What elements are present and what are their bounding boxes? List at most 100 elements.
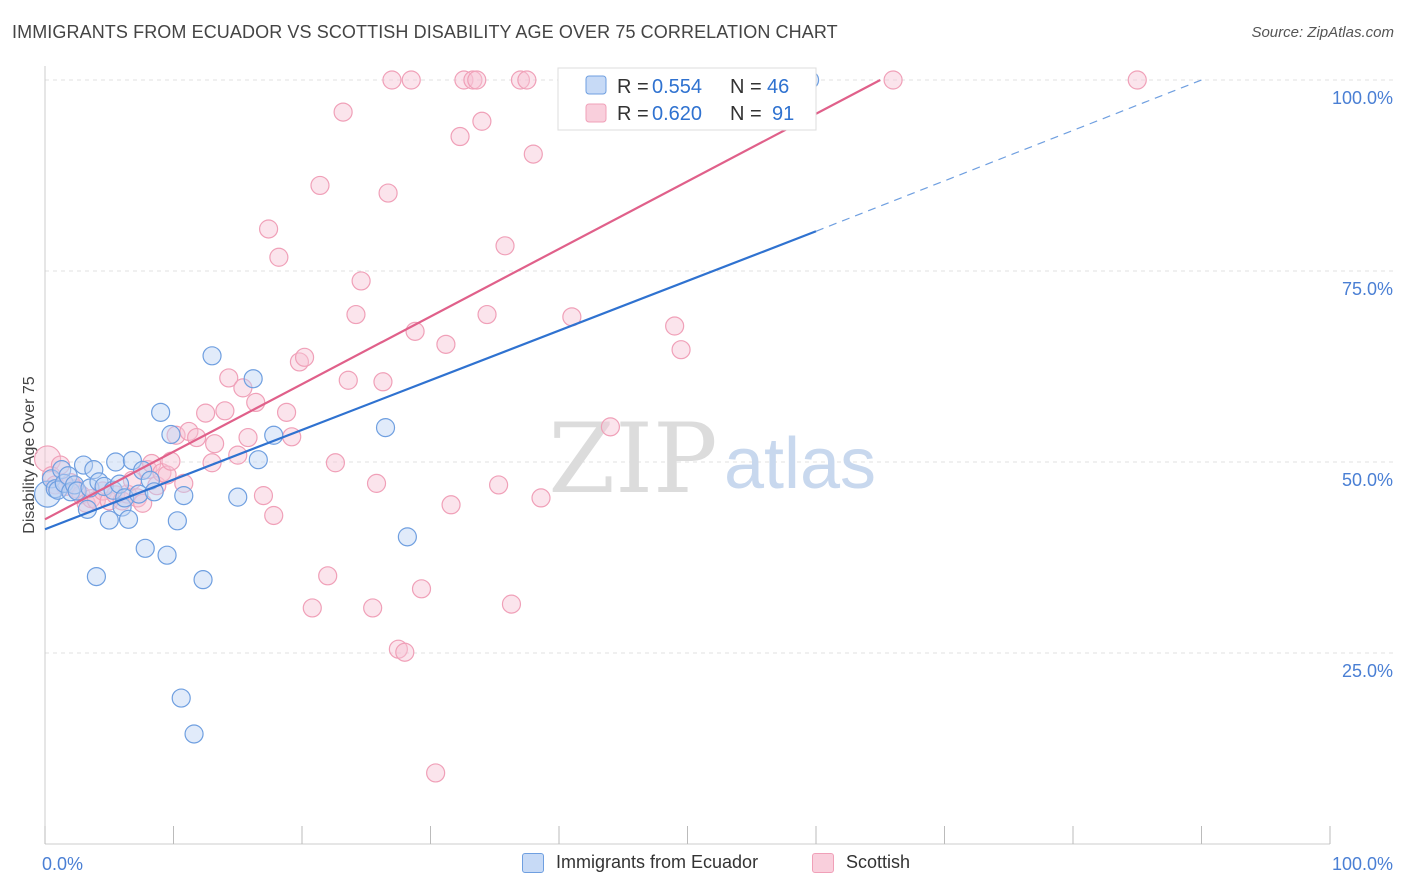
ecuador-point bbox=[118, 509, 139, 529]
ecuador-point bbox=[167, 511, 187, 531]
y-tick-label: 50.0% bbox=[1342, 470, 1393, 490]
grid-lines bbox=[45, 79, 1395, 654]
scottish-point bbox=[665, 316, 685, 336]
scottish-point bbox=[401, 70, 421, 90]
trend-line-ecuador-extension bbox=[815, 79, 1202, 232]
ecuador-point bbox=[193, 570, 213, 590]
scottish-point bbox=[253, 486, 274, 506]
ecuador-point bbox=[174, 486, 194, 506]
scottish-point bbox=[472, 111, 492, 131]
scottish-point bbox=[495, 236, 515, 256]
scottish-point bbox=[205, 434, 225, 454]
ecuador-point bbox=[248, 450, 268, 470]
y-tick-label: 25.0% bbox=[1342, 661, 1393, 681]
ecuador-point bbox=[228, 487, 248, 507]
ecuador-point bbox=[397, 527, 417, 547]
scottish-point bbox=[523, 144, 543, 164]
scottish-point bbox=[351, 271, 371, 291]
x-tick-label-min: 0.0% bbox=[42, 854, 83, 874]
watermark-zip: ZIP bbox=[548, 403, 717, 515]
scottish-point bbox=[161, 451, 181, 471]
ecuador-point bbox=[202, 346, 222, 366]
legend-item-ecuador: Immigrants from Ecuador bbox=[522, 852, 758, 873]
scottish-point bbox=[258, 219, 279, 239]
ecuador-point bbox=[375, 418, 396, 438]
scottish-point bbox=[325, 453, 346, 473]
ecuador-point bbox=[184, 724, 204, 744]
legend-n-value-blue: 46 bbox=[767, 76, 789, 98]
legend-n-label-blue: N = bbox=[730, 76, 762, 98]
scottish-point bbox=[467, 70, 487, 90]
scottish-point bbox=[531, 488, 551, 508]
scottish-point bbox=[489, 475, 509, 495]
ecuador-point bbox=[86, 566, 107, 587]
scottish-point bbox=[671, 340, 691, 360]
scottish-point bbox=[883, 70, 903, 90]
legend-label-ecuador: Immigrants from Ecuador bbox=[556, 852, 759, 872]
scottish-point bbox=[346, 304, 366, 325]
scottish-point bbox=[166, 425, 186, 445]
scottish-point bbox=[333, 102, 353, 122]
ecuador-point bbox=[171, 688, 191, 708]
scottish-point bbox=[302, 598, 322, 618]
scottish-point bbox=[477, 304, 497, 325]
ecuador-point bbox=[84, 460, 104, 480]
scottish-point bbox=[215, 401, 235, 421]
legend-swatch-ecuador bbox=[522, 852, 544, 873]
scottish-point bbox=[196, 403, 216, 423]
scottish-point bbox=[501, 594, 522, 614]
scottish-point bbox=[269, 247, 289, 267]
legend-n-label-pink: N = bbox=[730, 103, 762, 125]
ecuador-point bbox=[106, 452, 126, 472]
correlation-legend: R = 0.554 N = 46 R = 0.620 N = 91 bbox=[557, 67, 817, 131]
scottish-point bbox=[219, 368, 239, 388]
watermark: ZIP atlas bbox=[548, 403, 876, 515]
y-tick-label: 75.0% bbox=[1342, 279, 1393, 299]
trend-line-scottish bbox=[44, 79, 881, 521]
legend-r-label-pink: R = bbox=[617, 103, 649, 125]
legend-r-value-pink: 0.620 bbox=[652, 103, 702, 125]
trend-line-ecuador bbox=[44, 230, 817, 531]
series-immigrants-from-ecuador bbox=[33, 70, 820, 744]
ecuador-point bbox=[243, 369, 263, 389]
scottish-point bbox=[338, 370, 358, 390]
scottish-point bbox=[318, 566, 338, 586]
legend-swatch-scottish bbox=[812, 852, 834, 873]
ecuador-point bbox=[73, 455, 94, 475]
scottish-point bbox=[600, 417, 621, 437]
scottish-point bbox=[373, 372, 393, 392]
y-tick-labels: 25.0% 50.0% 75.0% 100.0% bbox=[1332, 88, 1393, 681]
legend-swatch-pink bbox=[585, 103, 607, 123]
scottish-point bbox=[378, 183, 398, 203]
scottish-point bbox=[238, 427, 258, 448]
chart-source: Source: ZipAtlas.com bbox=[1251, 24, 1394, 41]
legend-item-scottish: Scottish bbox=[812, 852, 910, 873]
x-tick-labels: 0.0% 100.0% bbox=[42, 854, 1393, 874]
scottish-point bbox=[382, 70, 402, 90]
scottish-point bbox=[1127, 70, 1147, 90]
ecuador-point bbox=[99, 510, 119, 530]
chart-title: IMMIGRANTS FROM ECUADOR VS SCOTTISH DISA… bbox=[12, 22, 838, 42]
ecuador-point bbox=[144, 482, 164, 502]
scottish-point bbox=[441, 495, 461, 515]
legend-label-scottish: Scottish bbox=[846, 852, 911, 872]
scottish-point bbox=[310, 175, 330, 196]
scottish-point bbox=[276, 402, 297, 422]
scottish-point bbox=[366, 473, 387, 493]
scottish-point bbox=[517, 70, 537, 90]
x-tick-label-max: 100.0% bbox=[1332, 854, 1393, 874]
scottish-point bbox=[395, 642, 415, 662]
watermark-atlas: atlas bbox=[724, 424, 876, 504]
legend-r-label-blue: R = bbox=[617, 76, 649, 98]
legend-n-value-pink: 91 bbox=[772, 103, 794, 125]
scottish-point bbox=[510, 70, 531, 90]
trend-lines bbox=[44, 79, 1202, 531]
ecuador-point bbox=[151, 402, 171, 422]
y-tick-label: 100.0% bbox=[1332, 88, 1393, 108]
ecuador-point bbox=[122, 450, 142, 471]
legend-swatch-blue bbox=[585, 75, 607, 95]
scottish-point bbox=[426, 763, 446, 783]
scottish-point bbox=[294, 347, 315, 367]
scottish-point bbox=[264, 505, 284, 526]
